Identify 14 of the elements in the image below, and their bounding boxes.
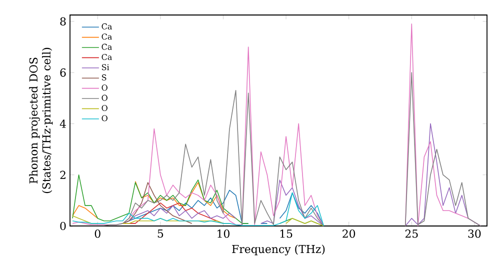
y-tick-label: 4 <box>60 120 66 128</box>
y-tick-label: 2 <box>60 170 66 179</box>
x-axis-title: Frequency (THz) <box>232 244 325 256</box>
x-tick-label: 25 <box>405 230 418 238</box>
y-axis-title: Phonon projected DOS (States/THz·primitive cell) <box>29 48 53 194</box>
x-tick-label: 5 <box>158 230 164 238</box>
y-tick-label: 8 <box>60 17 66 26</box>
x-tick-label: 20 <box>342 230 356 238</box>
x-tick-label: 0 <box>94 230 100 238</box>
y-tick-label: 6 <box>60 68 66 77</box>
y-tick-label: 0 <box>60 222 66 230</box>
x-tick-label: 15 <box>280 230 292 238</box>
x-tick-label: 10 <box>218 230 230 238</box>
x-tick-label: 30 <box>468 230 481 238</box>
